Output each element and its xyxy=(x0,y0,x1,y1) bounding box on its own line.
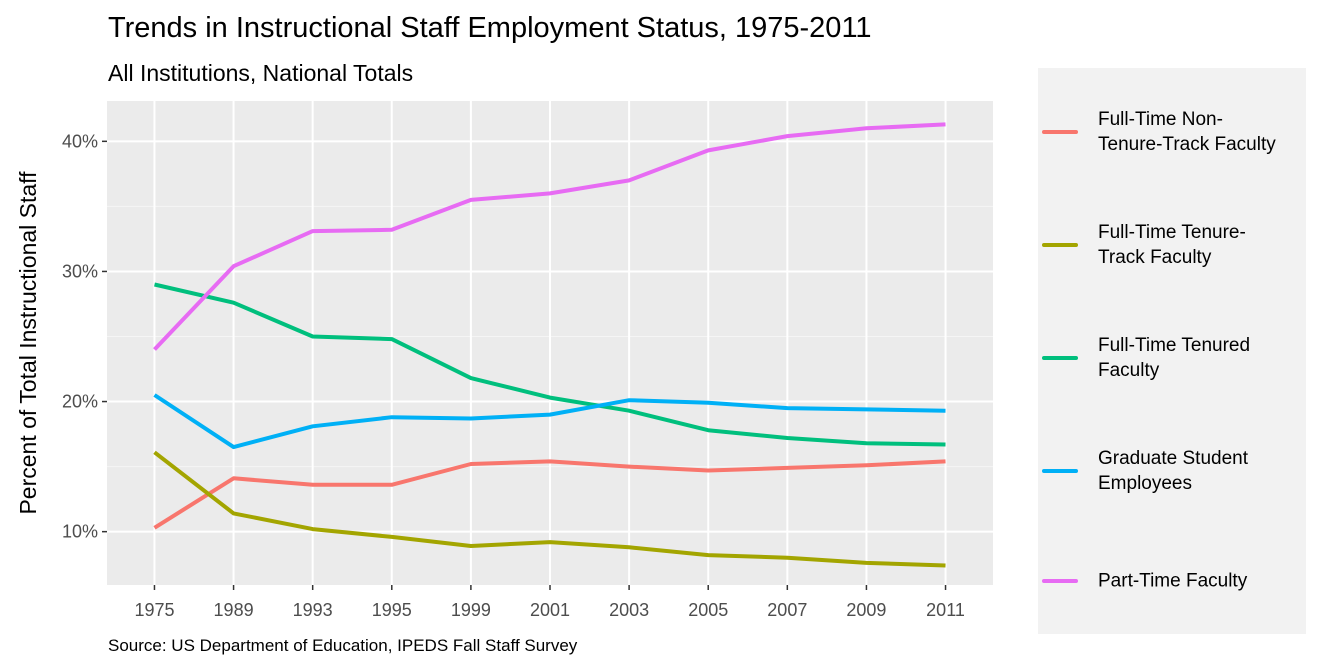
x-tick-label: 2005 xyxy=(688,600,728,620)
y-tick-label: 20% xyxy=(62,392,98,412)
x-axis: 1975 1989 1993 1995 1999 2001 2003 2005 2007 2009… xyxy=(134,585,965,620)
chart-title: Trends in Instructional Staff Employment… xyxy=(108,12,872,44)
x-tick-label: 1989 xyxy=(214,600,254,620)
legend-key xyxy=(1042,469,1078,473)
legend-item: Full-Time Tenure- Track Faculty xyxy=(1038,205,1306,285)
legend-key xyxy=(1042,243,1078,247)
grid-major xyxy=(107,101,993,585)
y-axis: 10% 20% 30% 40% xyxy=(62,131,107,542)
x-tick-label: 2011 xyxy=(926,600,965,620)
series-lines xyxy=(153,122,946,568)
legend-item: Full-Time Non- Tenure-Track Faculty xyxy=(1038,92,1306,172)
legend-key xyxy=(1042,130,1078,134)
legend-key xyxy=(1042,356,1078,360)
legend-label: Part-Time Faculty xyxy=(1098,570,1248,592)
y-tick-label: 30% xyxy=(62,261,98,281)
x-tick-label: 2003 xyxy=(609,600,649,620)
x-tick-label: 1995 xyxy=(372,600,412,620)
series-line xyxy=(153,393,946,450)
chart-subtitle: All Institutions, National Totals xyxy=(108,60,414,86)
x-tick-label: 2009 xyxy=(846,600,886,620)
legend-key xyxy=(1042,579,1078,583)
y-axis-title: Percent of Total Instructional Staff xyxy=(15,171,41,515)
x-tick-label: 2001 xyxy=(530,600,570,620)
y-tick-label: 10% xyxy=(62,522,98,542)
x-tick-label: 1975 xyxy=(134,600,174,620)
legend-label: Full-Time Non- Tenure-Track Faculty xyxy=(1098,109,1276,155)
legend-label: Full-Time Tenure- Track Faculty xyxy=(1098,222,1246,268)
series-line xyxy=(153,122,946,351)
legend: Full-Time Non- Tenure-Track Faculty Full-… xyxy=(1038,68,1306,634)
series-line xyxy=(154,282,946,447)
x-tick-label: 1993 xyxy=(293,600,333,620)
series-line xyxy=(153,459,946,530)
chart-caption: Source: US Department of Education, IPED… xyxy=(108,636,578,655)
legend-label: Graduate Student Employees xyxy=(1098,448,1248,494)
x-tick-label: 2007 xyxy=(767,600,807,620)
legend-item: Full-Time Tenured Faculty xyxy=(1038,318,1306,398)
legend-label: Full-Time Tenured Faculty xyxy=(1098,335,1251,381)
legend-item: Graduate Student Employees xyxy=(1038,431,1306,511)
y-tick-label: 40% xyxy=(62,131,98,151)
series-line xyxy=(153,450,946,568)
x-tick-label: 1999 xyxy=(451,600,491,620)
legend-item: Part-Time Faculty xyxy=(1038,541,1306,621)
